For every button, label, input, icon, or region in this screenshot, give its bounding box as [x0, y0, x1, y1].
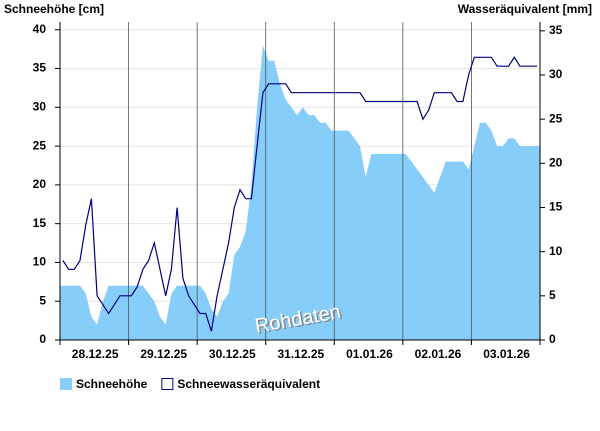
y2-tick-label: 15: [549, 200, 563, 214]
y2-tick-label: 20: [549, 156, 563, 170]
y-tick-label: 25: [33, 138, 47, 152]
x-tick-label: 30.12.25: [209, 347, 256, 361]
legend-swatch: [60, 378, 72, 390]
x-tick-label: 03.01.26: [483, 347, 530, 361]
y2-tick-label: 30: [549, 67, 563, 81]
y2-tick-label: 10: [549, 244, 563, 258]
y2-tick-label: 5: [549, 288, 556, 302]
y-tick-label: 15: [33, 216, 47, 230]
x-tick-label: 28.12.25: [72, 347, 119, 361]
y2-tick-label: 35: [549, 23, 563, 37]
swe-line: [62, 56, 538, 332]
y2-tick-label: 25: [549, 111, 563, 125]
y-tick-label: 10: [33, 255, 47, 269]
x-tick-label: 31.12.25: [277, 347, 324, 361]
y2-axis-label: Wasseräquivalent [mm]: [458, 2, 592, 16]
x-tick-label: 29.12.25: [140, 347, 187, 361]
y-tick-label: 40: [33, 22, 47, 36]
y-tick-label: 30: [33, 99, 47, 113]
x-tick-label: 01.01.26: [346, 347, 393, 361]
y2-tick-label: 0: [549, 332, 556, 346]
legend-swatch: [161, 378, 174, 390]
y-tick-label: 5: [39, 293, 46, 307]
x-tick-label: 02.01.26: [415, 347, 462, 361]
y-axis-label: Schneehöhe [cm]: [4, 2, 104, 16]
y-tick-label: 0: [39, 332, 46, 346]
legend-label: Schneehöhe: [76, 377, 148, 391]
legend-label: Schneewasseräquivalent: [177, 377, 320, 391]
y-tick-label: 20: [33, 177, 47, 191]
snow-area: [60, 45, 540, 341]
y-tick-label: 35: [33, 61, 47, 75]
